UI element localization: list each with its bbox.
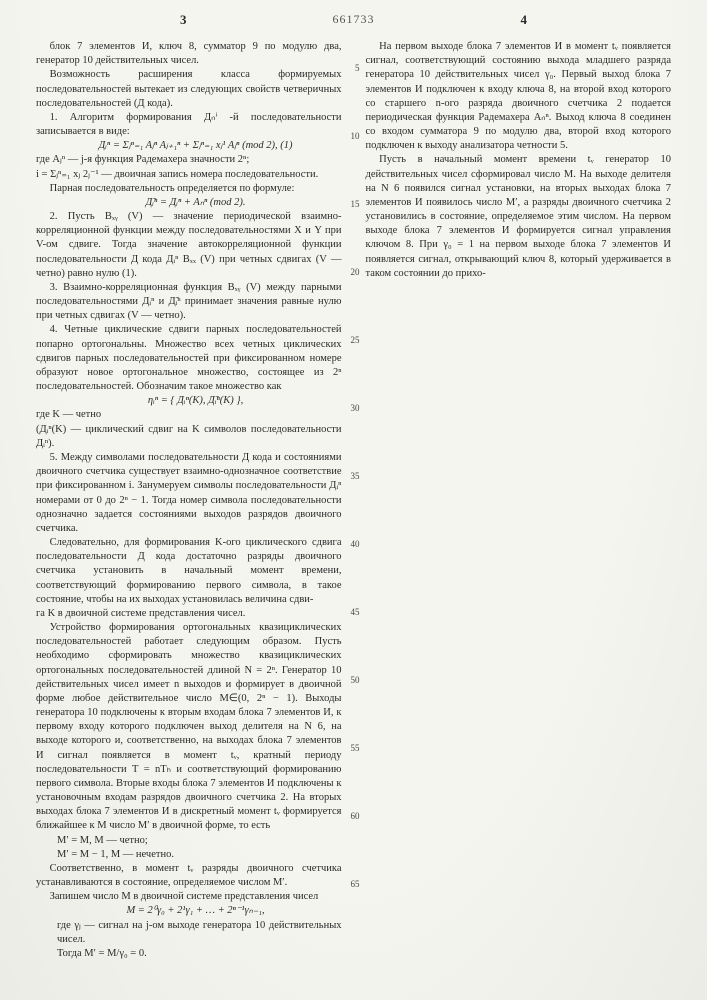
- paragraph: Запишем число M в двоичной системе предс…: [36, 890, 342, 904]
- document-number: 661733: [333, 12, 375, 27]
- formula: M = 2⁰γ₀ + 2¹γ₁ + … + 2ⁿ⁻¹γₙ₋₁,: [36, 904, 342, 918]
- paragraph: Устройство формирования ортогональных кв…: [36, 621, 342, 834]
- definition: i = Σⱼⁿ₌₁ xⱼ 2ⱼ⁻¹ — двоичная запись номе…: [36, 168, 342, 182]
- paragraph: Следовательно, для формирования K-ого ци…: [36, 536, 342, 607]
- paragraph: 2. Пусть Bₓᵧ (V) — значение периодическо…: [36, 210, 342, 281]
- page-header: 3 661733 4: [0, 12, 707, 32]
- body-columns: блок 7 элементов И, ключ 8, сумматор 9 п…: [36, 40, 671, 980]
- page-number-right: 4: [521, 12, 528, 28]
- definition: где K — четно: [36, 408, 342, 422]
- case-line: M′ = M − 1, M — нечетно.: [57, 848, 342, 862]
- page-number-left: 3: [180, 12, 187, 28]
- paragraph: 3. Взаимно-корреляционная функция Bₓᵧ (V…: [36, 281, 342, 324]
- page: 3 661733 4 5101520253035404550556065 бло…: [0, 0, 707, 1000]
- paragraph: 4. Четные циклические сдвиги парных посл…: [36, 323, 342, 394]
- case-line: M′ = M, M — четно;: [57, 834, 342, 848]
- paragraph: Пусть в начальный момент времени tᵥ гене…: [366, 153, 672, 281]
- formula: Дᵢⁿ = Σⱼⁿ₌₁ Aⱼⁿ Aⱼ₊₁ⁿ + Σⱼⁿ₌₁ xⱼ¹ Aⱼⁿ (m…: [36, 139, 342, 153]
- formula: Д̃ᵢⁿ = Дᵢⁿ + Aₙⁿ (mod 2).: [36, 196, 342, 210]
- definition: (Дᵢⁿ(K) — циклический сдвиг на K символо…: [36, 423, 342, 451]
- definition: где Aⱼⁿ — j-я функция Радемахера значнос…: [36, 153, 342, 167]
- paragraph: Возможность расширения класса формируемы…: [36, 68, 342, 111]
- paragraph: блок 7 элементов И, ключ 8, сумматор 9 п…: [36, 40, 342, 68]
- definition: где γⱼ — сигнал на j-ом выходе генератор…: [57, 919, 342, 947]
- paragraph: На первом выходе блока 7 элементов И в м…: [366, 40, 672, 153]
- paragraph: 5. Между символами последовательности Д …: [36, 451, 342, 536]
- paragraph: Тогда M′ = M/γ₀ = 0.: [57, 947, 342, 961]
- paragraph: Парная последовательность определяется п…: [36, 182, 342, 196]
- paragraph: 1. Алгоритм формирования Дₙⁱ -й последов…: [36, 111, 342, 139]
- paragraph: Соответственно, в момент tᵥ разряды двои…: [36, 862, 342, 890]
- paragraph: га K в двоичной системе представления чи…: [36, 607, 342, 621]
- formula: ηᵢⁿ = { Дᵢⁿ(K), Д̃ᵢⁿ(K) },: [36, 394, 342, 408]
